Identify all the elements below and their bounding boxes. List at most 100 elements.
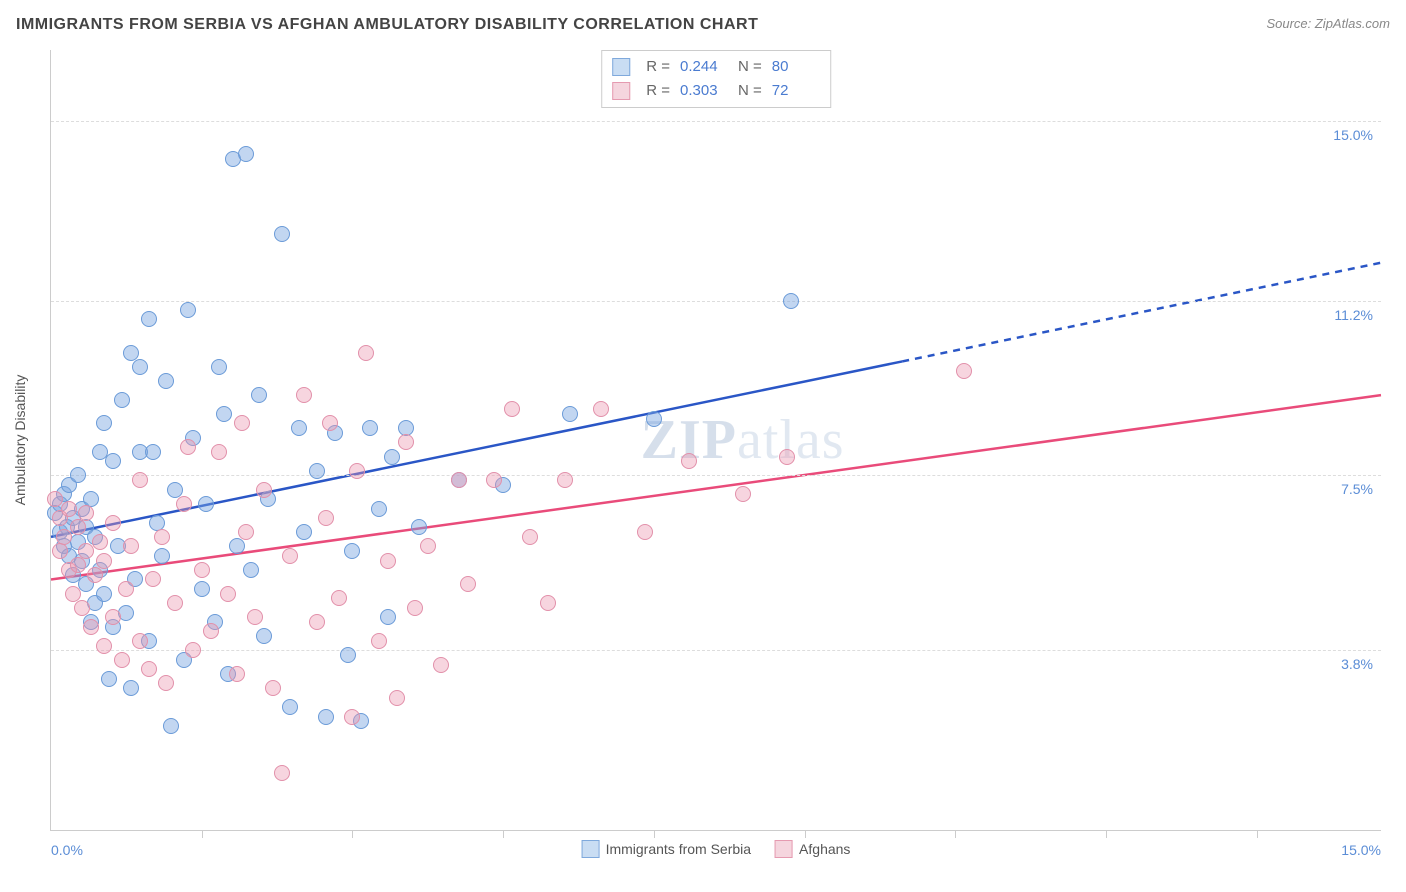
scatter-point-serbia bbox=[211, 359, 227, 375]
scatter-point-afghans bbox=[96, 553, 112, 569]
scatter-point-afghans bbox=[176, 496, 192, 512]
trend-lines-layer bbox=[51, 50, 1381, 830]
scatter-point-serbia bbox=[101, 671, 117, 687]
scatter-point-serbia bbox=[274, 226, 290, 242]
grid-line bbox=[51, 121, 1381, 122]
scatter-point-serbia bbox=[380, 609, 396, 625]
scatter-point-serbia bbox=[251, 387, 267, 403]
scatter-point-afghans bbox=[681, 453, 697, 469]
scatter-point-afghans bbox=[74, 600, 90, 616]
stat-r-label: R = bbox=[646, 79, 670, 103]
x-tick bbox=[352, 830, 353, 838]
scatter-point-afghans bbox=[380, 553, 396, 569]
scatter-point-serbia bbox=[154, 548, 170, 564]
scatter-point-serbia bbox=[158, 373, 174, 389]
scatter-point-afghans bbox=[331, 590, 347, 606]
y-tick-label: 7.5% bbox=[1341, 481, 1373, 497]
scatter-point-afghans bbox=[420, 538, 436, 554]
trend-line-serbia bbox=[51, 361, 902, 536]
source-prefix: Source: bbox=[1266, 16, 1314, 31]
scatter-point-afghans bbox=[256, 482, 272, 498]
scatter-point-afghans bbox=[229, 666, 245, 682]
stat-n-value-afghans: 72 bbox=[772, 79, 820, 103]
x-tick bbox=[805, 830, 806, 838]
x-tick bbox=[503, 830, 504, 838]
correlation-legend-row-afghans: R =0.303N =72 bbox=[612, 79, 820, 103]
legend-label-serbia: Immigrants from Serbia bbox=[606, 841, 751, 857]
x-tick bbox=[955, 830, 956, 838]
grid-line bbox=[51, 301, 1381, 302]
scatter-point-afghans bbox=[274, 765, 290, 781]
scatter-point-serbia bbox=[123, 680, 139, 696]
y-axis-title: Ambulatory Disability bbox=[12, 375, 28, 506]
scatter-point-afghans bbox=[61, 501, 77, 517]
scatter-point-afghans bbox=[154, 529, 170, 545]
scatter-point-afghans bbox=[132, 633, 148, 649]
scatter-point-afghans bbox=[282, 548, 298, 564]
scatter-point-afghans bbox=[522, 529, 538, 545]
scatter-point-afghans bbox=[70, 557, 86, 573]
scatter-point-serbia bbox=[141, 311, 157, 327]
scatter-point-serbia bbox=[96, 586, 112, 602]
scatter-point-afghans bbox=[486, 472, 502, 488]
scatter-point-afghans bbox=[398, 434, 414, 450]
scatter-point-serbia bbox=[243, 562, 259, 578]
scatter-point-afghans bbox=[637, 524, 653, 540]
x-tick bbox=[202, 830, 203, 838]
scatter-point-afghans bbox=[247, 609, 263, 625]
legend-swatch-afghans bbox=[775, 840, 793, 858]
scatter-point-serbia bbox=[216, 406, 232, 422]
scatter-point-afghans bbox=[318, 510, 334, 526]
x-tick bbox=[1257, 830, 1258, 838]
legend-item-serbia: Immigrants from Serbia bbox=[582, 840, 751, 858]
correlation-legend-row-serbia: R =0.244N =80 bbox=[612, 55, 820, 79]
scatter-point-afghans bbox=[238, 524, 254, 540]
scatter-point-afghans bbox=[593, 401, 609, 417]
trend-line-afghans bbox=[51, 395, 1381, 579]
scatter-point-afghans bbox=[234, 415, 250, 431]
source-attribution: Source: ZipAtlas.com bbox=[1266, 16, 1390, 31]
legend-swatch-afghans bbox=[612, 82, 630, 100]
scatter-point-serbia bbox=[194, 581, 210, 597]
scatter-point-serbia bbox=[384, 449, 400, 465]
scatter-point-serbia bbox=[282, 699, 298, 715]
correlation-legend-box: R =0.244N =80R =0.303N =72 bbox=[601, 50, 831, 108]
scatter-point-afghans bbox=[349, 463, 365, 479]
scatter-point-afghans bbox=[265, 680, 281, 696]
x-axis-min-label: 0.0% bbox=[51, 842, 83, 858]
stat-n-value-serbia: 80 bbox=[772, 55, 820, 79]
scatter-point-afghans bbox=[78, 505, 94, 521]
scatter-point-afghans bbox=[433, 657, 449, 673]
scatter-point-afghans bbox=[540, 595, 556, 611]
scatter-point-afghans bbox=[118, 581, 134, 597]
scatter-point-serbia bbox=[411, 519, 427, 535]
scatter-point-serbia bbox=[309, 463, 325, 479]
scatter-point-afghans bbox=[70, 519, 86, 535]
scatter-point-afghans bbox=[83, 619, 99, 635]
scatter-point-afghans bbox=[52, 543, 68, 559]
legend-swatch-serbia bbox=[612, 58, 630, 76]
scatter-point-afghans bbox=[211, 444, 227, 460]
scatter-point-serbia bbox=[114, 392, 130, 408]
grid-line bbox=[51, 650, 1381, 651]
x-axis-max-label: 15.0% bbox=[1341, 842, 1381, 858]
scatter-point-afghans bbox=[322, 415, 338, 431]
scatter-point-afghans bbox=[460, 576, 476, 592]
plot-area: ZIPatlas R =0.244N =80R =0.303N =72 0.0%… bbox=[50, 50, 1381, 831]
scatter-point-serbia bbox=[145, 444, 161, 460]
scatter-point-serbia bbox=[198, 496, 214, 512]
scatter-point-serbia bbox=[105, 453, 121, 469]
scatter-point-serbia bbox=[256, 628, 272, 644]
stat-n-label: N = bbox=[738, 55, 762, 79]
stat-r-value-afghans: 0.303 bbox=[680, 79, 728, 103]
stat-r-value-serbia: 0.244 bbox=[680, 55, 728, 79]
scatter-point-serbia bbox=[340, 647, 356, 663]
scatter-point-afghans bbox=[371, 633, 387, 649]
scatter-point-afghans bbox=[145, 571, 161, 587]
scatter-point-afghans bbox=[203, 623, 219, 639]
scatter-point-afghans bbox=[407, 600, 423, 616]
scatter-point-afghans bbox=[389, 690, 405, 706]
scatter-point-afghans bbox=[309, 614, 325, 630]
y-tick-label: 11.2% bbox=[1334, 307, 1373, 323]
grid-line bbox=[51, 475, 1381, 476]
